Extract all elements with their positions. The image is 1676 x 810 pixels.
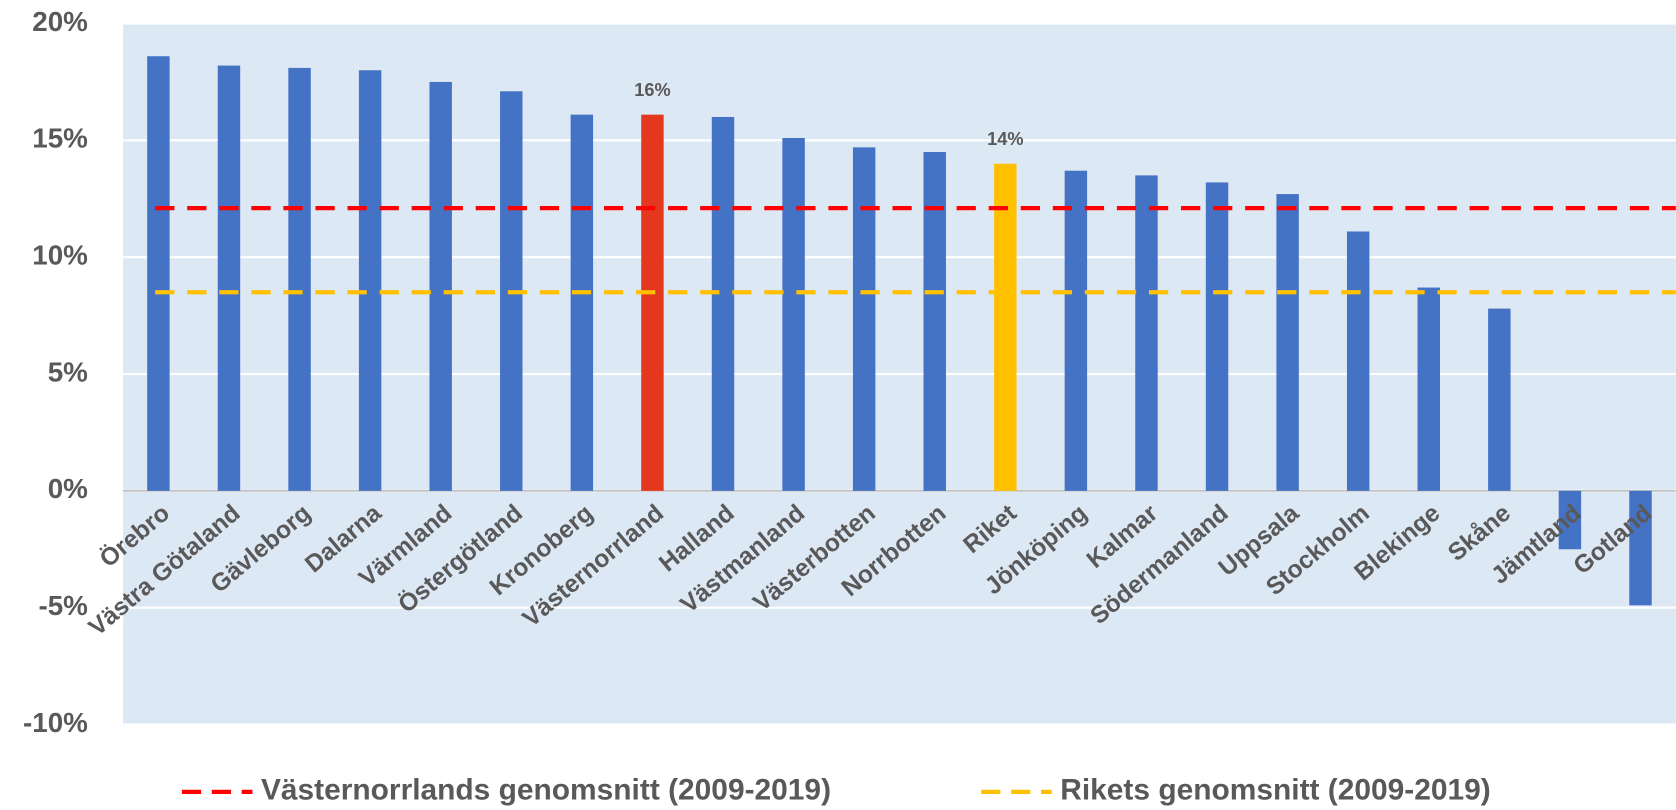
- bar: [147, 56, 170, 491]
- bar: [1346, 231, 1370, 491]
- bar: [994, 163, 1017, 491]
- bar: [1417, 287, 1440, 491]
- y-tick-label: 0%: [48, 473, 88, 504]
- bar: [358, 70, 382, 491]
- bar: [923, 152, 946, 491]
- legend-label: Rikets genomsnitt (2009-2019): [1060, 774, 1490, 807]
- bar: [1135, 175, 1158, 491]
- bar: [1488, 308, 1511, 491]
- bar: [782, 138, 805, 491]
- bar: [1276, 194, 1299, 491]
- y-tick-label: -5%: [38, 590, 87, 621]
- bar: [1205, 182, 1229, 491]
- bar: [1064, 170, 1088, 491]
- y-tick-label: -10%: [23, 707, 88, 738]
- bar: [641, 114, 664, 491]
- data-label: 16%: [634, 80, 670, 100]
- data-label: 14%: [987, 129, 1023, 149]
- bar: [570, 114, 594, 491]
- y-tick-label: 15%: [32, 123, 88, 154]
- bar: [1629, 490, 1652, 606]
- bar: [217, 65, 241, 491]
- bar: [1558, 490, 1582, 550]
- legend-label: Västernorrlands genomsnitt (2009-2019): [261, 774, 831, 807]
- bar: [288, 67, 311, 491]
- bar: [711, 116, 735, 491]
- bar: [852, 147, 876, 491]
- y-tick-label: 10%: [32, 240, 88, 271]
- y-tick-label: 20%: [32, 6, 88, 37]
- y-tick-label: 5%: [48, 356, 88, 387]
- bar: [429, 81, 452, 491]
